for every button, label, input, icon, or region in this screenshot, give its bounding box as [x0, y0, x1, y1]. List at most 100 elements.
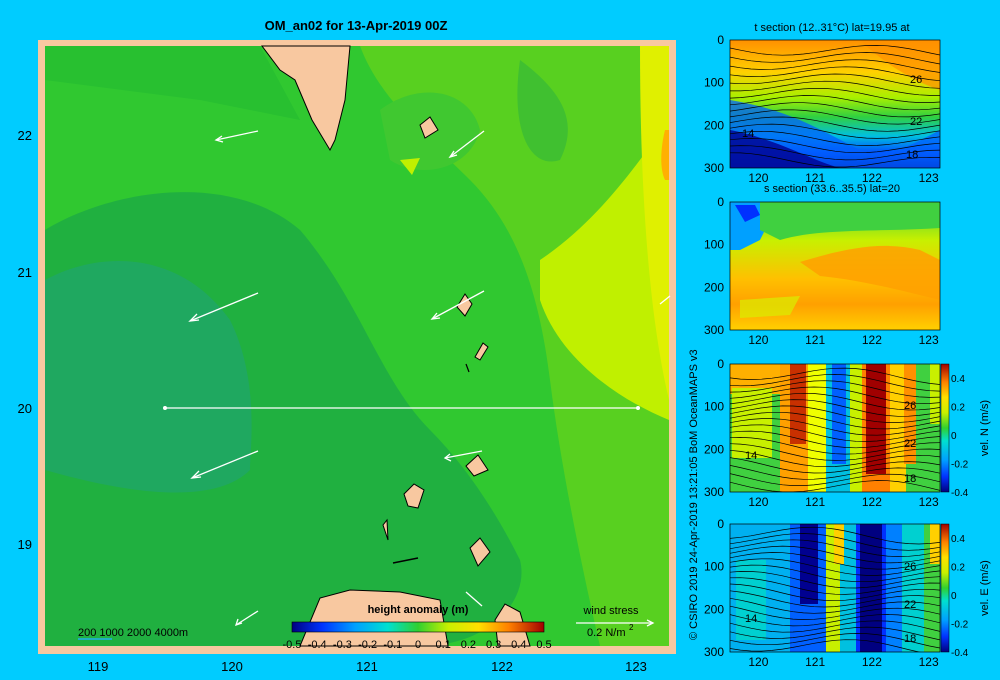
contour-line [730, 539, 940, 557]
u-section-ytick-label: 0 [717, 517, 724, 531]
contour-line [730, 138, 940, 154]
v-section-frame [729, 363, 941, 493]
u-section-ytick-label: 200 [704, 602, 724, 616]
colorbar-tick-label: 0.5 [536, 639, 551, 651]
contour-line [730, 620, 940, 633]
v-section-xtick-label: 123 [919, 495, 939, 509]
v-colorbar [940, 363, 950, 493]
map-xtick-label: 121 [356, 659, 378, 674]
contour-line [730, 533, 940, 551]
contour-line [730, 449, 940, 468]
t-contour-label: 26 [910, 74, 922, 86]
map-xtick-label: 119 [88, 659, 109, 674]
contour-line [730, 577, 940, 595]
t-section-ytick-label: 0 [717, 33, 724, 47]
contour-line [730, 614, 940, 627]
contour-line [730, 405, 940, 423]
contour-line [730, 59, 940, 73]
s-section-frame [729, 201, 941, 331]
contour-line [730, 66, 940, 82]
contour-line [730, 145, 940, 161]
contour-line [730, 633, 940, 649]
u-section-cbar-tick-label: -0.2 [951, 620, 969, 631]
contour-line [730, 443, 940, 461]
v-section-heatmap [730, 364, 940, 492]
wind-arrows [188, 130, 671, 627]
contour-line [730, 571, 940, 589]
u-section-cbar-tick-label: 0 [951, 591, 957, 602]
map-ytick-label: 22 [18, 128, 32, 143]
wind-legend-unit: 0.2 N/m [587, 627, 626, 639]
s-section-ytick-label: 100 [704, 238, 724, 252]
contour-line [730, 411, 940, 430]
depth-legend-text: 200 1000 2000 4000m [78, 627, 188, 639]
t-section-xtick-label: 121 [805, 171, 825, 185]
v-contour-label: 18 [904, 473, 916, 485]
u-contour-label: 18 [904, 633, 916, 645]
s-section-heatmap [730, 202, 940, 330]
t-section-ytick-label: 100 [704, 76, 724, 90]
t-section-ytick-label: 200 [704, 118, 724, 132]
v-section-xtick-label: 120 [748, 495, 768, 509]
t-section-xtick-label: 122 [862, 171, 882, 185]
wind-legend: wind stress 0.2 N/m 2 [576, 605, 655, 639]
contour-line [730, 564, 940, 583]
t-section-heatmap [730, 40, 940, 168]
contour-line [730, 558, 940, 576]
contour-line [730, 545, 940, 564]
contour-line [730, 418, 940, 436]
v-contour-label: 26 [904, 400, 916, 412]
contour-line [730, 480, 940, 492]
v-section-cbar-tick-label: 0.4 [951, 374, 965, 385]
v-section-cbar-tick-label: -0.2 [951, 460, 969, 471]
contour-line [730, 386, 940, 405]
v-section-cbar-tick-label: 0.2 [951, 403, 965, 414]
wind-legend-unit-superscript: 2 [629, 623, 634, 632]
u-section-ytick-label: 100 [704, 560, 724, 574]
t-section-frame [729, 39, 941, 169]
contour-line [730, 45, 940, 56]
v-colorbar-label: vel. N (m/s) [979, 400, 991, 456]
contour-line [730, 457, 940, 474]
v-section-ytick-label: 200 [704, 442, 724, 456]
v-section-ytick-label: 0 [717, 357, 724, 371]
contour-line [730, 430, 940, 449]
contour-line [730, 95, 940, 111]
contour-line [730, 80, 940, 96]
colorbar-tick-label: 0.3 [486, 639, 501, 651]
contour-line [730, 88, 940, 103]
map-title: OM_an02 for 13-Apr-2019 00Z [265, 18, 448, 33]
contour-line [730, 73, 940, 89]
u-section-heatmap [730, 524, 940, 652]
v-section-cbar-tick-label: 0 [951, 431, 957, 442]
u-section-xtick-label: 121 [805, 655, 825, 669]
colorbar-title: height anomaly (m) [368, 604, 469, 616]
u-contour-label: 26 [904, 561, 916, 573]
map-xtick-label: 123 [625, 659, 647, 674]
contour-line [730, 437, 940, 455]
u-section-frame [729, 523, 941, 653]
t-section-ytick-label: 300 [704, 161, 724, 175]
s-section-ytick-label: 300 [704, 323, 724, 337]
u-section-xtick-label: 123 [919, 655, 939, 669]
contour-line [730, 590, 940, 608]
contour-line [730, 465, 940, 480]
contour-line [730, 399, 940, 417]
contour-line [730, 473, 940, 486]
s-section-xtick-label: 123 [919, 333, 939, 347]
colorbar-tick-label: 0.2 [461, 639, 476, 651]
contour-line [730, 123, 940, 139]
contour-line [730, 367, 940, 385]
contour-line [730, 116, 940, 132]
contour-line [730, 52, 940, 65]
colorbar-tick-label: -0.5 [283, 639, 302, 651]
contour-line [730, 597, 940, 614]
colorbar-tick-label: -0.1 [383, 639, 402, 651]
v-contour-label: 22 [904, 438, 916, 450]
s-section-xtick-label: 121 [805, 333, 825, 347]
contour-line [730, 152, 940, 168]
colorbar-tick-label: 0 [415, 639, 421, 651]
s-section-ytick-label: 0 [717, 195, 724, 209]
v-section-cbar-tick-label: -0.4 [951, 488, 969, 499]
